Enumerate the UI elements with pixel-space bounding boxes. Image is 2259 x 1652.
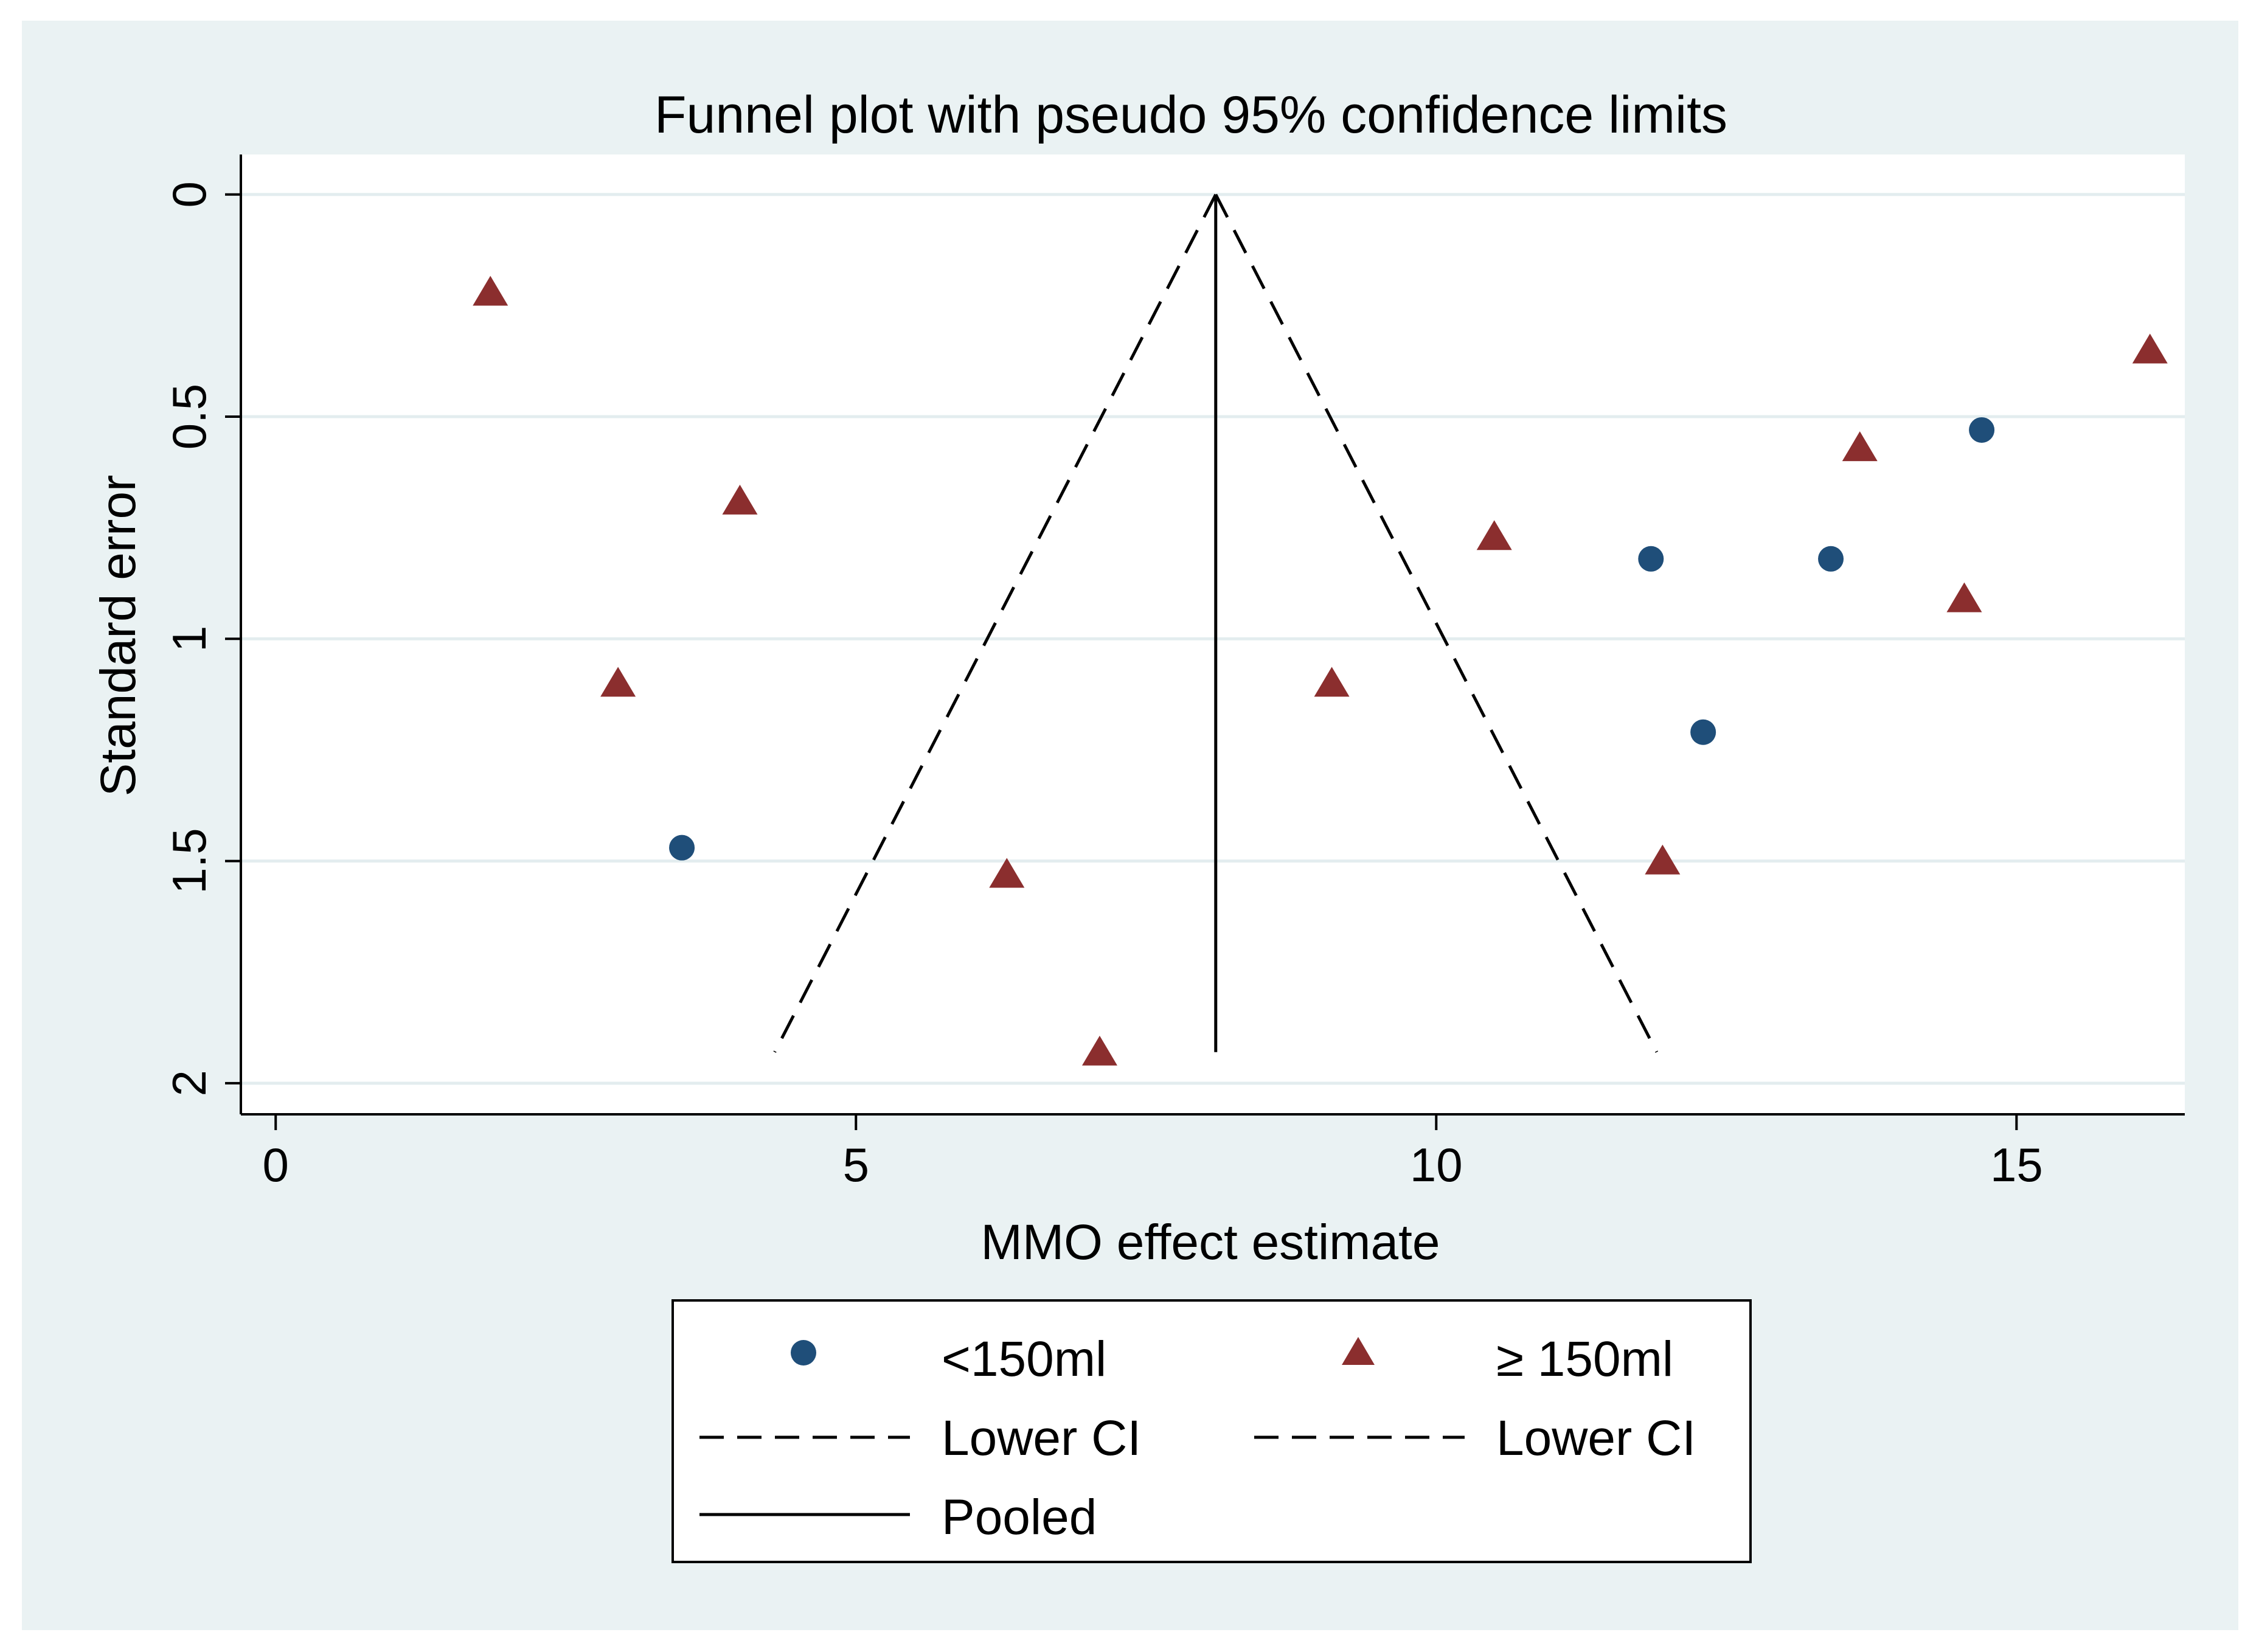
- point-circle: [1818, 546, 1844, 572]
- legend-label-lt150: <150ml: [942, 1331, 1106, 1387]
- gridlines: [241, 193, 2185, 1085]
- point-circle: [669, 835, 695, 861]
- legend-label-pooled: Pooled: [942, 1490, 1097, 1545]
- ci-line-right: [1214, 193, 1659, 1053]
- x-tick-label: 15: [1990, 1138, 2043, 1192]
- point-triangle: [989, 858, 1025, 888]
- y-tick-label: 1: [162, 626, 216, 652]
- axis-ticks: 0 0.5 1 1.5 2 0 5 10 15: [162, 181, 2043, 1192]
- point-circle: [1690, 719, 1716, 745]
- y-tick-label: 0.5: [162, 384, 216, 449]
- point-triangle: [1314, 667, 1350, 697]
- y-axis-title: Standard error: [91, 475, 146, 797]
- x-tick-label: 10: [1410, 1138, 1463, 1192]
- legend-circle-symbol: [791, 1340, 816, 1366]
- point-triangle: [1946, 582, 1982, 613]
- x-axis-title: MMO effect estimate: [981, 1215, 1440, 1270]
- point-circle: [1638, 546, 1664, 572]
- x-tick-label: 0: [263, 1138, 289, 1192]
- axes: [240, 154, 2185, 1116]
- point-triangle: [473, 276, 508, 306]
- funnel-lines: [773, 193, 1659, 1053]
- y-tick-label: 1.5: [162, 828, 216, 894]
- point-triangle: [2132, 333, 2168, 364]
- data-points: [473, 276, 2168, 1066]
- legend-box: [671, 1299, 1752, 1563]
- legend-label-lower-ci-2: Lower CI: [1496, 1411, 1696, 1466]
- y-tick-label: 2: [162, 1070, 216, 1096]
- point-triangle: [1645, 844, 1681, 875]
- chart-title: Funnel plot with pseudo 95% confidence l…: [654, 86, 1727, 144]
- legend-label-lower-ci-1: Lower CI: [942, 1411, 1141, 1466]
- point-circle: [1969, 417, 1995, 443]
- x-tick-label: 5: [843, 1138, 869, 1192]
- legend-label-ge150: ≥ 150ml: [1496, 1331, 1673, 1387]
- legend: <150ml ≥ 150ml Lower CI Lower CI Pooled: [671, 1299, 1752, 1563]
- point-triangle: [600, 667, 636, 697]
- point-triangle: [722, 484, 758, 515]
- legend-triangle-symbol: [1342, 1337, 1375, 1365]
- ci-line-left: [773, 193, 1217, 1053]
- plot-area: [241, 154, 2185, 1114]
- point-triangle: [1476, 520, 1512, 550]
- y-tick-label: 0: [162, 181, 216, 207]
- point-triangle: [1081, 1035, 1117, 1066]
- point-triangle: [1842, 431, 1878, 462]
